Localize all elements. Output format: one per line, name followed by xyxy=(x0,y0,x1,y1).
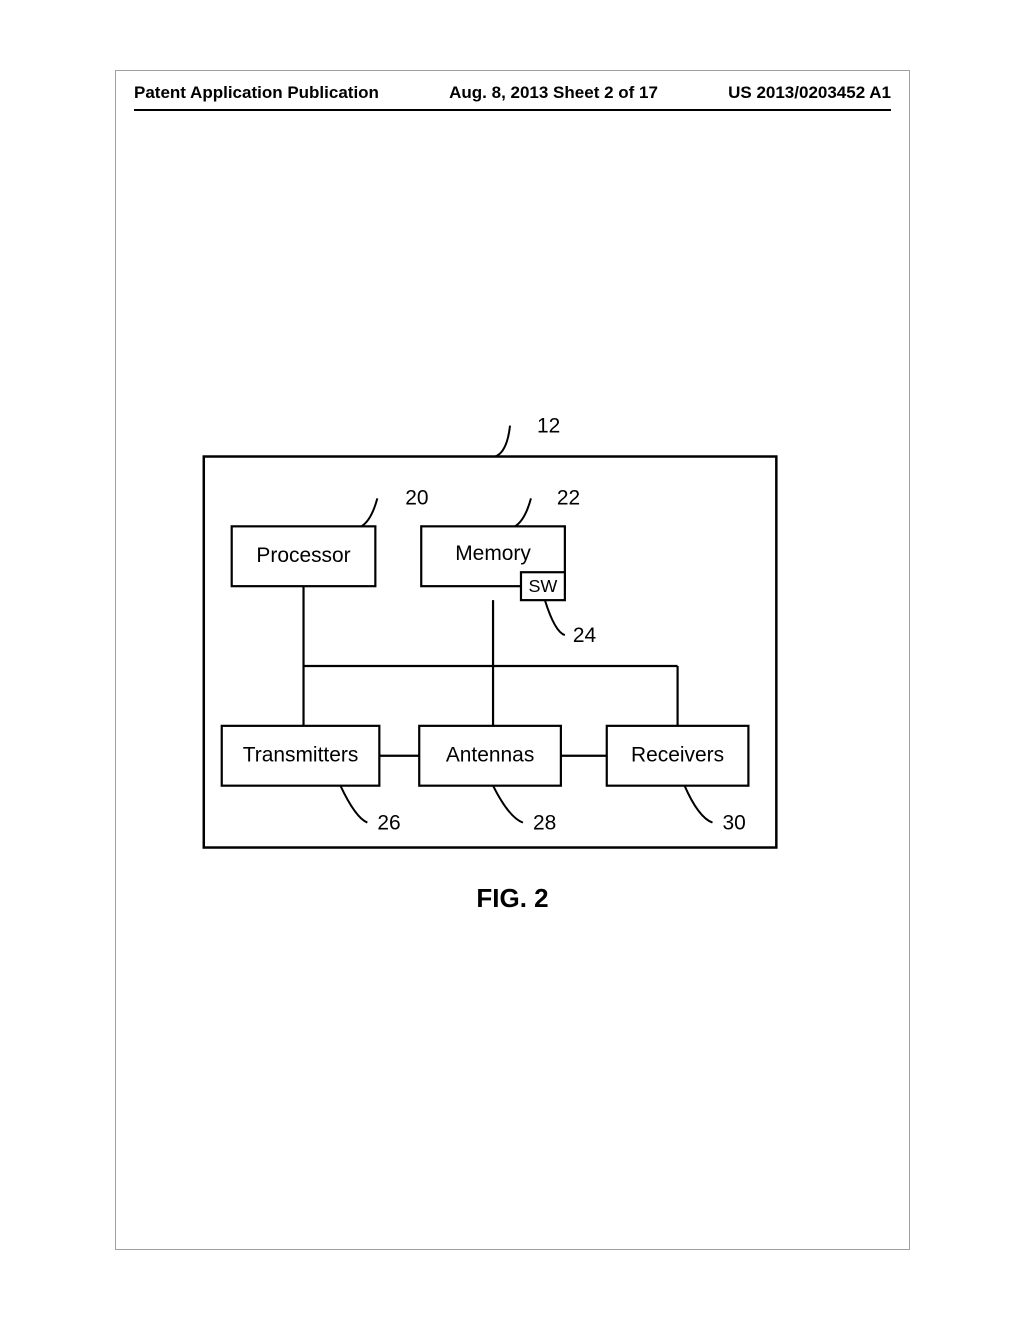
ref-leader-30 xyxy=(685,786,713,823)
ref-label-28: 28 xyxy=(533,812,556,835)
block-label-processor: Processor xyxy=(256,544,350,567)
block-label-transmitters: Transmitters xyxy=(243,744,359,767)
block-label-receivers: Receivers xyxy=(631,744,724,767)
block-diagram: 12 Processor 20 Memory 22 SW 24 Transmitters 26 A… xyxy=(116,71,909,1249)
ref-leader-12 xyxy=(495,426,510,457)
block-label-sw: SW xyxy=(528,576,557,596)
ref-label-24: 24 xyxy=(573,624,597,647)
ref-leader-22 xyxy=(515,498,531,526)
ref-leader-28 xyxy=(493,786,523,823)
ref-leader-24 xyxy=(545,600,565,635)
ref-label-22: 22 xyxy=(557,486,580,509)
outer-box xyxy=(204,457,777,848)
block-label-memory: Memory xyxy=(455,542,531,565)
ref-label-30: 30 xyxy=(722,812,745,835)
ref-label-26: 26 xyxy=(377,812,400,835)
block-label-antennas: Antennas xyxy=(446,744,534,767)
ref-label-20: 20 xyxy=(405,486,428,509)
ref-leader-20 xyxy=(361,498,377,526)
figure-caption: FIG. 2 xyxy=(116,883,909,914)
ref-label-12: 12 xyxy=(537,415,560,438)
ref-leader-26 xyxy=(340,786,367,823)
page-frame: Patent Application Publication Aug. 8, 2… xyxy=(115,70,910,1250)
